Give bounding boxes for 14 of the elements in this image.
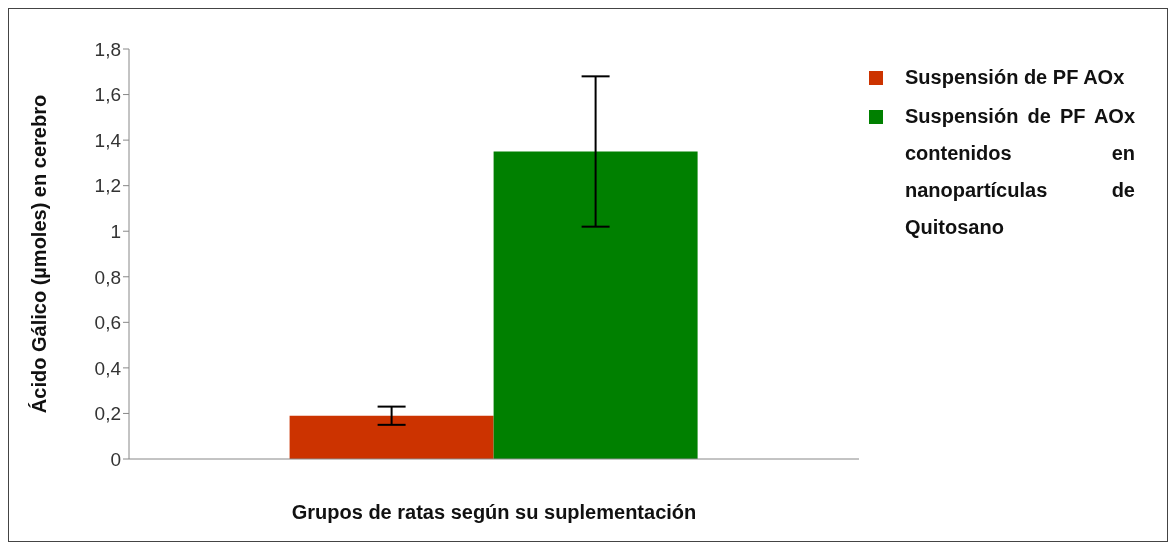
y-tick-label: 0,4 [94,357,122,379]
legend-label: Suspensión de PF AOx [905,65,1126,90]
y-tick-label: 0,2 [94,403,121,425]
y-axis-title: Ácido Gálico (µmoles) en cerebro [28,94,51,414]
y-tick-label: 0,6 [94,312,121,334]
y-tick-label: 1,6 [94,84,121,106]
y-tick-label: 1,2 [94,175,121,197]
y-tick-label: 1,4 [94,129,122,151]
y-tick-label: 0 [110,448,121,470]
legend-label: Suspensión de PF AOx contenidos en nanopartículas de Quitosano [905,104,1135,240]
y-tick-label: 1 [110,220,121,242]
y-tick-label: 1,8 [94,38,121,60]
x-axis-title: Grupos de ratas según su suplementación [291,501,697,523]
y-tick-label: 0,8 [94,266,121,288]
